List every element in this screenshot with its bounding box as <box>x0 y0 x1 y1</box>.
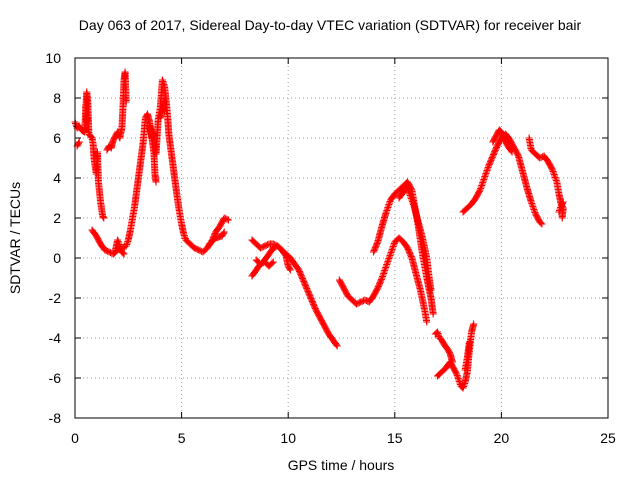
x-tick-label: 15 <box>387 430 403 446</box>
x-tick-label: 5 <box>178 430 186 446</box>
y-tick-label: 8 <box>53 90 61 106</box>
series-segment <box>103 68 130 154</box>
grid-layer <box>75 58 608 418</box>
data-point-plus-marker <box>163 108 171 116</box>
y-tick-label: 4 <box>53 170 61 186</box>
data-point-plus-marker <box>427 286 435 294</box>
data-point-plus-marker <box>223 215 231 223</box>
chart-title: Day 063 of 2017, Sidereal Day-to-day VTE… <box>79 17 582 33</box>
series-segment <box>395 182 435 294</box>
data-point-plus-marker <box>537 219 545 227</box>
data-point-plus-marker <box>508 148 516 156</box>
x-tick-labels: 0 5 10 15 20 25 <box>71 430 616 446</box>
series-segment <box>252 256 277 270</box>
data-point-plus-marker <box>470 320 478 328</box>
series-sdtvar <box>71 68 567 392</box>
data-point-plus-marker <box>220 229 228 237</box>
series-segment <box>146 76 233 256</box>
data-point-plus-marker <box>220 228 228 236</box>
data-point-plus-marker <box>407 253 415 261</box>
data-point-plus-marker <box>465 338 473 346</box>
series-segment <box>156 96 171 122</box>
data-point-plus-marker <box>119 249 127 257</box>
y-tick-label: 0 <box>53 250 61 266</box>
series-segment <box>248 236 294 274</box>
series-segment <box>112 236 128 258</box>
data-point-plus-marker <box>84 114 92 122</box>
data-point-plus-marker <box>558 214 566 222</box>
data-point-plus-marker <box>120 250 128 258</box>
y-tick-label: -6 <box>49 370 62 386</box>
data-point-plus-marker <box>333 342 341 350</box>
tick-layer <box>74 57 609 419</box>
series-segment <box>525 134 567 222</box>
data-point-plus-marker <box>559 199 567 207</box>
data-point-plus-marker <box>286 266 294 274</box>
data-point-plus-marker <box>377 275 385 283</box>
data-point-plus-marker <box>75 138 83 146</box>
data-point-plus-marker <box>269 258 277 266</box>
y-tick-label: 10 <box>45 50 61 66</box>
plot-frame <box>74 57 609 419</box>
x-tick-label: 0 <box>71 430 79 446</box>
x-tick-label: 25 <box>600 430 616 446</box>
y-tick-labels: -8 -6 -4 -2 0 2 4 6 8 10 <box>45 50 61 426</box>
series-segment <box>335 234 431 326</box>
series-segment <box>555 198 567 216</box>
data-point-plus-marker <box>75 139 83 147</box>
x-axis-label: GPS time / hours <box>288 457 395 473</box>
data-point-plus-marker <box>100 214 108 222</box>
data-point-plus-marker <box>122 98 130 106</box>
y-tick-label: 2 <box>53 210 61 226</box>
data-point-plus-marker <box>373 239 381 247</box>
series-marks <box>71 68 567 392</box>
data-point-plus-marker <box>559 198 567 206</box>
data-point-plus-marker <box>423 318 431 326</box>
data-point-plus-marker <box>429 310 437 318</box>
x-tick-label: 10 <box>280 430 296 446</box>
series-segment <box>71 88 108 222</box>
data-point-plus-marker <box>268 259 276 267</box>
data-point-plus-marker <box>332 341 340 349</box>
series-segment <box>461 338 473 374</box>
data-point-plus-marker <box>225 216 233 224</box>
data-point-plus-marker <box>152 178 160 186</box>
series-segment <box>431 328 456 366</box>
series-segment <box>369 178 437 318</box>
y-tick-label: -4 <box>49 330 62 346</box>
x-tick-label: 20 <box>494 430 510 446</box>
series-segment <box>205 228 228 248</box>
y-axis-label: SDTVAR / TECUs <box>7 182 23 294</box>
series-segment <box>248 242 341 350</box>
series-segment <box>73 138 83 150</box>
data-point-plus-marker <box>507 147 515 155</box>
data-point-plus-marker <box>538 220 546 228</box>
series-segment <box>82 102 92 126</box>
y-tick-label: -2 <box>49 290 62 306</box>
y-tick-label: -8 <box>49 410 62 426</box>
data-point-plus-marker <box>286 265 294 273</box>
series-segment <box>459 130 546 228</box>
series-segment <box>489 126 516 156</box>
y-tick-label: 6 <box>53 130 61 146</box>
